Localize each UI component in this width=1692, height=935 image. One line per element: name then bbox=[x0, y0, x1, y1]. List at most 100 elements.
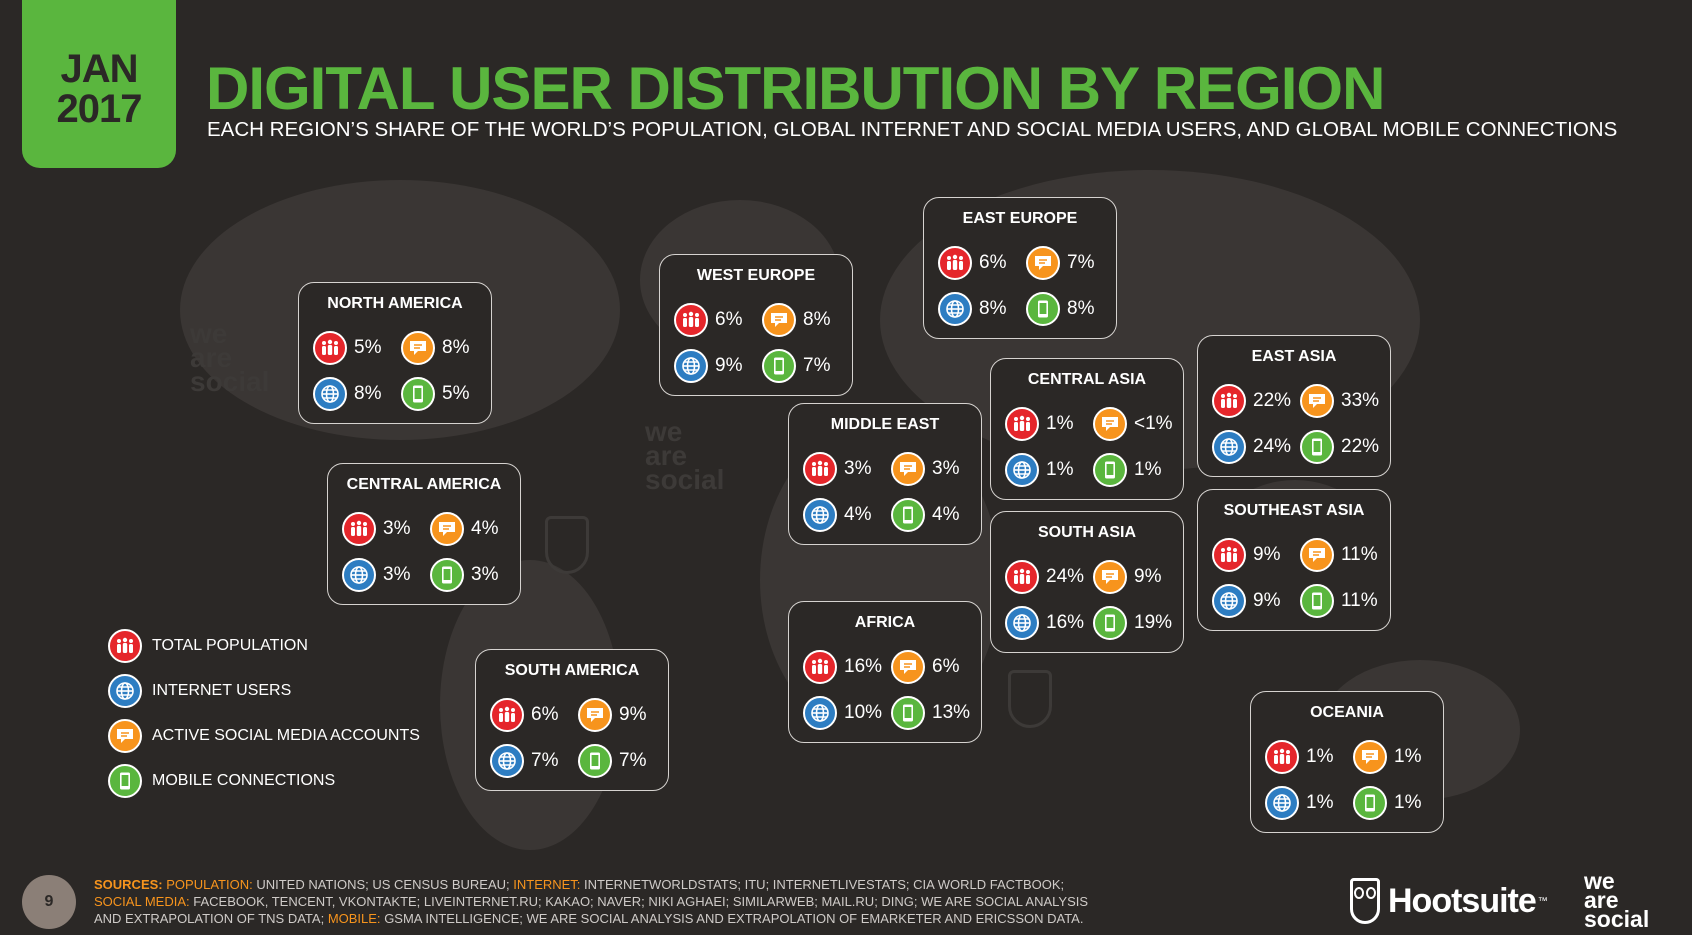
globe-icon bbox=[1212, 584, 1246, 618]
region-name: AFRICA bbox=[854, 614, 916, 631]
mobile-phone-icon bbox=[108, 764, 142, 798]
mobile-phone-icon bbox=[1093, 606, 1127, 640]
mobile-value: 5% bbox=[442, 383, 470, 404]
population-value: 5% bbox=[354, 337, 382, 358]
internet-value: 7% bbox=[531, 750, 559, 771]
legend-item-population: TOTAL POPULATION bbox=[108, 629, 308, 663]
region-name: WEST EUROPE bbox=[696, 267, 816, 284]
mobile-phone-icon bbox=[401, 377, 435, 411]
internet-metric: 9% bbox=[1212, 584, 1280, 618]
social-value: 9% bbox=[619, 704, 647, 725]
globe-icon bbox=[938, 292, 972, 326]
globe-icon bbox=[1212, 430, 1246, 464]
social-value: <1% bbox=[1134, 413, 1173, 434]
mobile-phone-icon bbox=[1353, 786, 1387, 820]
social-metric: 9% bbox=[1093, 560, 1161, 594]
chat-bubble-icon bbox=[762, 303, 796, 337]
mobile-phone-icon bbox=[430, 558, 464, 592]
people-icon bbox=[938, 246, 972, 280]
internet-value: 8% bbox=[979, 298, 1007, 319]
population-value: 22% bbox=[1253, 390, 1292, 411]
social-metric: 6% bbox=[891, 650, 959, 684]
population-metric: 1% bbox=[1265, 740, 1333, 774]
internet-value: 1% bbox=[1046, 459, 1074, 480]
social-metric: 8% bbox=[762, 303, 830, 337]
page-number: 9 bbox=[22, 875, 76, 929]
region-card-central-asia: CENTRAL ASIA 1% <1% 1% 1% bbox=[990, 358, 1184, 500]
mobile-value: 7% bbox=[803, 355, 831, 376]
social-metric: 4% bbox=[430, 512, 498, 546]
legend-label: TOTAL POPULATION bbox=[152, 637, 308, 654]
region-card-north-america: NORTH AMERICA 5% 8% 8% 5% bbox=[298, 282, 492, 424]
people-icon bbox=[674, 303, 708, 337]
internet-metric: 10% bbox=[803, 696, 882, 730]
social-value: 6% bbox=[932, 656, 960, 677]
social-value: 3% bbox=[932, 458, 960, 479]
social-value: 7% bbox=[1067, 252, 1095, 273]
region-name: SOUTH AMERICA bbox=[504, 662, 640, 679]
internet-value: 1% bbox=[1306, 792, 1334, 813]
population-metric: 6% bbox=[938, 246, 1006, 280]
legend-label: INTERNET USERS bbox=[152, 682, 292, 699]
internet-value: 9% bbox=[1253, 590, 1281, 611]
internet-metric: 9% bbox=[674, 349, 742, 383]
social-value: 4% bbox=[471, 518, 499, 539]
region-name: SOUTH ASIA bbox=[1037, 524, 1137, 541]
people-icon bbox=[1212, 538, 1246, 572]
chat-bubble-icon bbox=[891, 452, 925, 486]
chat-bubble-icon bbox=[1300, 384, 1334, 418]
population-metric: 16% bbox=[803, 650, 882, 684]
page-subtitle: EACH REGION’S SHARE OF THE WORLD’S POPUL… bbox=[207, 118, 1618, 141]
region-name: OCEANIA bbox=[1310, 704, 1384, 721]
region-card-west-europe: WEST EUROPE 6% 8% 9% 7% bbox=[659, 254, 853, 396]
internet-metric: 1% bbox=[1265, 786, 1333, 820]
internet-metric: 3% bbox=[342, 558, 410, 592]
mobile-value: 11% bbox=[1341, 590, 1378, 611]
region-name: CENTRAL ASIA bbox=[1027, 371, 1147, 388]
people-icon bbox=[1265, 740, 1299, 774]
internet-value: 16% bbox=[1046, 612, 1085, 633]
internet-metric: 1% bbox=[1005, 453, 1073, 487]
mobile-value: 3% bbox=[471, 564, 499, 585]
mobile-phone-icon bbox=[1093, 453, 1127, 487]
globe-icon bbox=[1005, 606, 1039, 640]
hootsuite-logo: Hootsuite ™ bbox=[1350, 878, 1548, 924]
internet-value: 9% bbox=[715, 355, 743, 376]
mobile-value: 8% bbox=[1067, 298, 1095, 319]
population-value: 1% bbox=[1046, 413, 1074, 434]
population-metric: 6% bbox=[674, 303, 742, 337]
internet-metric: 24% bbox=[1212, 430, 1291, 464]
region-card-oceania: OCEANIA 1% 1% 1% 1% bbox=[1250, 691, 1444, 833]
sources-text: SOURCES: POPULATION: UNITED NATIONS; US … bbox=[94, 877, 1089, 926]
mobile-value: 22% bbox=[1341, 436, 1380, 457]
legend-label: MOBILE CONNECTIONS bbox=[152, 772, 336, 789]
social-metric: <1% bbox=[1093, 407, 1173, 441]
chat-bubble-icon bbox=[1093, 407, 1127, 441]
population-metric: 1% bbox=[1005, 407, 1073, 441]
globe-icon bbox=[1005, 453, 1039, 487]
legend-item-internet: INTERNET USERS bbox=[108, 674, 291, 708]
people-icon bbox=[1212, 384, 1246, 418]
region-card-central-america: CENTRAL AMERICA 3% 4% 3% 3% bbox=[327, 463, 521, 605]
mobile-value: 13% bbox=[932, 702, 971, 723]
internet-metric: 7% bbox=[490, 744, 558, 778]
social-metric: 7% bbox=[1026, 246, 1094, 280]
social-value: 33% bbox=[1341, 390, 1380, 411]
social-value: 1% bbox=[1394, 746, 1422, 767]
people-icon bbox=[1005, 407, 1039, 441]
internet-value: 24% bbox=[1253, 436, 1292, 457]
population-metric: 3% bbox=[342, 512, 410, 546]
internet-value: 4% bbox=[844, 504, 872, 525]
internet-metric: 8% bbox=[938, 292, 1006, 326]
mobile-metric: 22% bbox=[1300, 430, 1379, 464]
population-metric: 3% bbox=[803, 452, 871, 486]
population-value: 6% bbox=[715, 309, 743, 330]
legend-item-mobile: MOBILE CONNECTIONS bbox=[108, 764, 335, 798]
date-year: 2017 bbox=[56, 87, 143, 131]
chat-bubble-icon bbox=[108, 719, 142, 753]
region-card-south-america: SOUTH AMERICA 6% 9% 7% 7% bbox=[475, 649, 669, 791]
region-card-southeast-asia: SOUTHEAST ASIA 9% 11% 9% 11% bbox=[1197, 489, 1391, 631]
mobile-metric: 7% bbox=[578, 744, 646, 778]
mobile-metric: 4% bbox=[891, 498, 959, 532]
region-card-east-europe: EAST EUROPE 6% 7% 8% 8% bbox=[923, 197, 1117, 339]
